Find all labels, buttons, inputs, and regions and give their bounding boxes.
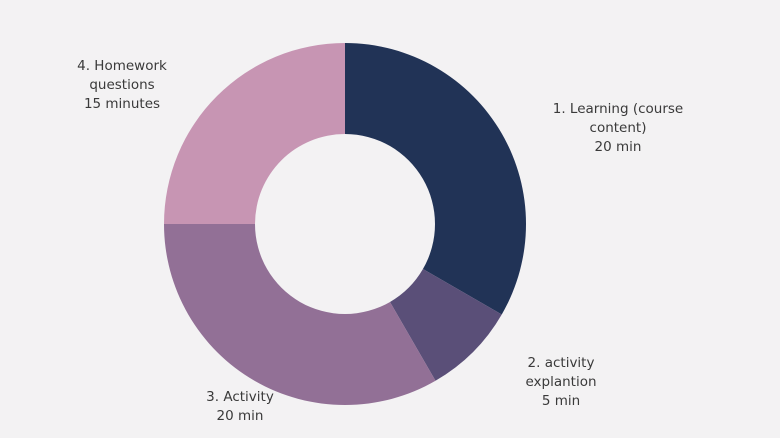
donut-slice-activity-explanation [390, 269, 502, 381]
slice-label-learning-line-2: content) [589, 120, 647, 136]
slice-label-homework-line-2: questions [89, 77, 155, 93]
slice-label-activity-line-2: 20 min [216, 408, 264, 424]
donut-slice-learning [345, 43, 526, 315]
donut-slice-activity [164, 224, 436, 405]
slice-label-activity-line-1: 3. Activity [206, 389, 274, 405]
slice-label-homework: 4. Homework questions 15 minutes [52, 57, 192, 114]
slice-label-learning-line-3: 20 min [594, 139, 642, 155]
slice-label-learning: 1. Learning (course content) 20 min [548, 100, 688, 157]
slice-label-learning-line-1: 1. Learning (course [552, 101, 684, 117]
slice-label-activity-explanation-line-2: explantion [525, 374, 597, 390]
slice-label-homework-line-1: 4. Homework [77, 58, 167, 74]
slice-label-activity-explanation-line-1: 2. activity [527, 355, 595, 371]
slice-label-activity-explanation: 2. activity explantion 5 min [506, 354, 616, 411]
donut-slice-homework [164, 43, 345, 224]
slice-label-homework-line-3: 15 minutes [83, 96, 161, 112]
slice-label-activity: 3. Activity 20 min [180, 388, 300, 426]
slice-label-activity-explanation-line-3: 5 min [541, 393, 581, 409]
